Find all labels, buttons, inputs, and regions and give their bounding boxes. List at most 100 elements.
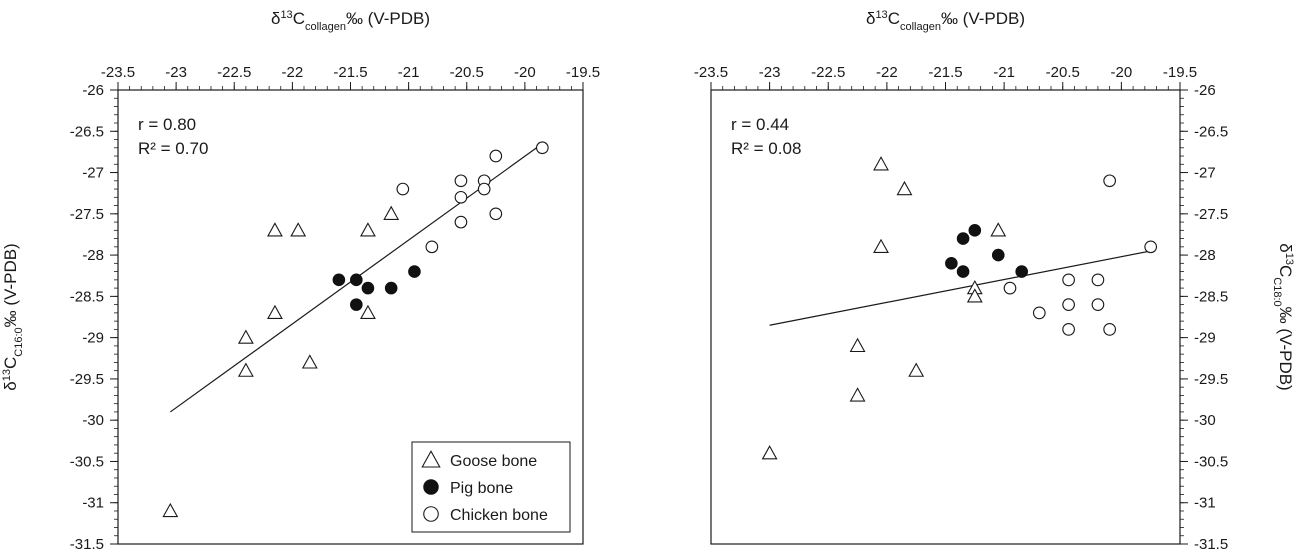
plot-frame (710, 89, 1181, 545)
x-tick-label: -21.5 (928, 64, 962, 81)
data-point-pig-bone (408, 265, 421, 278)
y-tick-label: -29 (82, 330, 104, 347)
x-tick-label: -22 (876, 64, 898, 81)
x-tick-label: -20.5 (450, 64, 484, 81)
y-tick-label: -29.5 (70, 371, 104, 388)
data-point-goose-bone (873, 156, 889, 171)
y-tick-label: -30 (82, 412, 104, 429)
r-annotation: r = 0.44 (731, 115, 789, 134)
data-point-chicken-bone (1062, 298, 1075, 311)
y-tick-label: -28 (82, 247, 104, 264)
y-tick-label: -28.5 (70, 288, 104, 305)
data-point-chicken-bone (1091, 273, 1105, 287)
scatter-chart-1: -23.5 -23 -22.5 -22 -21.5 -21 -20.5 -20 -19.5 -26… (1, 9, 600, 553)
y-tick-label: -30 (1194, 412, 1216, 429)
y-tick-label: -31.5 (1194, 536, 1228, 553)
data-point-goose-bone (360, 304, 376, 320)
x-tick-label: -22.5 (811, 64, 845, 81)
y-tick-label: -31 (82, 495, 104, 512)
data-point-chicken-bone (1032, 306, 1046, 320)
y-tick-label: -27.5 (1194, 206, 1228, 223)
y-axis-title: δ13CC18:0‰ (V-PDB) (1271, 243, 1295, 390)
x-tick-label: -23.5 (101, 64, 135, 81)
x-tick-label: -21.5 (333, 64, 367, 81)
data-point-chicken-bone (396, 182, 410, 196)
x-tick-label: -20 (514, 64, 536, 81)
y-tick-label: -26.5 (1194, 123, 1228, 140)
data-point-pig-bone (991, 248, 1005, 262)
y-tick-label: -29 (1194, 330, 1216, 347)
x-tick-label: -23 (759, 64, 781, 81)
data-point-goose-bone (849, 337, 866, 353)
y-tick-label: -28.5 (1194, 288, 1228, 305)
x-tick-label: -20.5 (1046, 64, 1080, 81)
x-tick-label: -22.5 (217, 64, 251, 81)
r2-annotation: R² = 0.70 (138, 139, 208, 158)
data-point-chicken-bone (1103, 323, 1116, 336)
data-point-chicken-bone (1103, 174, 1116, 188)
x-tick-label: -23 (165, 64, 187, 81)
data-point-goose-bone (290, 222, 307, 237)
data-point-chicken-bone (489, 149, 503, 163)
legend-label: Pig bone (450, 480, 513, 497)
data-point-chicken-bone (535, 141, 549, 155)
legend-marker-chicken-bone (423, 506, 439, 522)
data-point-goose-bone (873, 238, 889, 253)
data-point-goose-bone (267, 304, 283, 320)
data-point-chicken-bone (1003, 281, 1017, 295)
data-point-pig-bone (350, 273, 363, 287)
legend-label: Chicken bone (450, 507, 548, 524)
charts-group: -23.5 -23 -22.5 -22 -21.5 -21 -20.5 -20 -19.5 -26… (1, 9, 1295, 553)
legend: Goose bone Pig bone Chicken bone (411, 441, 571, 533)
data-point-pig-bone (956, 265, 970, 278)
data-point-goose-bone (162, 502, 179, 518)
data-point-chicken-bone (425, 240, 439, 254)
data-point-goose-bone (237, 329, 254, 344)
y-tick-label: -27 (1194, 165, 1216, 182)
data-point-chicken-bone (1062, 273, 1075, 287)
data-point-goose-bone (990, 222, 1007, 237)
data-point-chicken-bone (1144, 240, 1158, 254)
y-tick-label: -26 (1194, 82, 1216, 99)
series-chicken-bone (1003, 174, 1158, 336)
legend-marker-goose-bone (421, 450, 441, 468)
y-tick-label: -29.5 (1194, 371, 1228, 388)
y-tick-label: -27 (82, 165, 104, 182)
data-point-pig-bone (956, 232, 970, 245)
data-point-pig-bone (1015, 265, 1029, 278)
data-point-goose-bone (267, 222, 283, 237)
data-point-chicken-bone (489, 207, 503, 221)
y-tick-label: -31 (1194, 495, 1216, 512)
data-point-goose-bone (383, 205, 400, 220)
data-point-chicken-bone (454, 190, 468, 204)
legend-label: Goose bone (450, 453, 537, 470)
series-goose-bone (162, 205, 400, 518)
data-point-pig-bone (332, 273, 346, 287)
x-axis-title: δ13Ccollagen‰ (V-PDB) (866, 9, 1025, 33)
series-chicken-bone (396, 141, 549, 254)
data-point-pig-bone (384, 281, 398, 295)
y-tick-label: -30.5 (1194, 453, 1228, 470)
y-axis-title: δ13CC16:0‰ (V-PDB) (1, 243, 25, 390)
data-point-pig-bone (945, 257, 958, 270)
series-pig-bone (332, 265, 421, 311)
x-tick-label: -21 (398, 64, 420, 81)
data-point-goose-bone (896, 180, 913, 196)
data-point-goose-bone (966, 288, 983, 303)
y-tick-label: -26 (82, 82, 104, 99)
data-point-goose-bone (761, 445, 778, 460)
data-point-chicken-bone (477, 182, 491, 196)
data-point-goose-bone (360, 222, 376, 237)
data-point-pig-bone (968, 224, 982, 237)
y-tick-label: -28 (1194, 247, 1216, 264)
y-tick-label: -31.5 (70, 536, 104, 553)
y-tick-label: -27.5 (70, 206, 104, 223)
x-tick-label: -23.5 (694, 64, 728, 81)
x-tick-label: -22 (282, 64, 304, 81)
x-tick-label: -21 (993, 64, 1015, 81)
x-tick-label: -19.5 (566, 64, 600, 81)
data-point-pig-bone (361, 281, 375, 295)
r2-annotation: R² = 0.08 (731, 139, 801, 158)
scatter-chart-2: -23.5 -23 -22.5 -22 -21.5 -21 -20.5 -20 -19.5-26… (694, 9, 1295, 553)
data-point-goose-bone (849, 387, 866, 402)
